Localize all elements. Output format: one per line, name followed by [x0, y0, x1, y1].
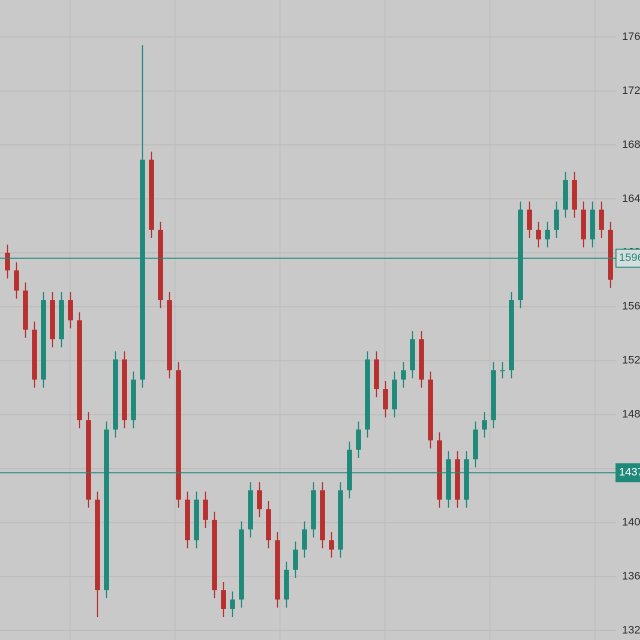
y-tick-label: 1760 [622, 31, 640, 43]
price-marker [615, 248, 640, 268]
candle-body [131, 379, 136, 421]
candle-body [464, 459, 469, 500]
candle-body [401, 370, 406, 380]
candle-body [77, 320, 82, 421]
candle-body [455, 459, 460, 500]
candle-body [572, 179, 577, 210]
candle-body [212, 519, 217, 591]
candle-body [419, 339, 424, 380]
candle-body [266, 509, 271, 541]
candle-body [590, 209, 595, 240]
candle-body [230, 599, 235, 609]
candle-body [86, 420, 91, 500]
candle-body [203, 499, 208, 520]
candle-body [446, 459, 451, 500]
candle-body [248, 490, 253, 530]
price-marker-label: 1437 [619, 467, 640, 479]
candle-body [23, 290, 28, 330]
candle-body [599, 209, 604, 230]
candle-body [527, 209, 532, 230]
y-tick-label: 1560 [622, 301, 640, 313]
candle-body [140, 159, 145, 380]
v-grid [69, 0, 596, 640]
y-tick-label: 1360 [622, 571, 640, 583]
candle-body [293, 549, 298, 570]
candle-body [536, 229, 541, 240]
candle-body [383, 389, 388, 410]
candle-body [95, 499, 100, 591]
candle-body [104, 429, 109, 591]
candle-body [122, 359, 127, 421]
candle-body [581, 209, 586, 240]
candle-body [428, 379, 433, 441]
candle-body [50, 300, 55, 340]
candle-body [410, 339, 415, 371]
candle-body [563, 179, 568, 210]
candle-body [338, 490, 343, 550]
candle-body [194, 499, 199, 541]
candle-body [167, 300, 172, 371]
candle-body [365, 359, 370, 430]
candle-body [158, 229, 163, 301]
candle-body [149, 159, 154, 230]
candle-body [545, 229, 550, 240]
candle-body [5, 252, 10, 271]
candle-body [14, 270, 19, 291]
candle-body [302, 529, 307, 550]
candle-body [176, 370, 181, 500]
candle-body [68, 300, 73, 321]
candle-body [284, 569, 289, 600]
candle-body [356, 429, 361, 450]
candle-body [491, 370, 496, 421]
y-tick-label: 1400 [622, 517, 640, 529]
candle-body [518, 209, 523, 301]
y-tick-label: 1640 [622, 193, 640, 205]
candle-body [275, 540, 280, 600]
y-tick-label: 1520 [622, 355, 640, 367]
y-tick-label: 1680 [622, 139, 640, 151]
candle-body [320, 490, 325, 541]
candle-body [311, 490, 316, 530]
candle-body [59, 300, 64, 340]
candle-body [500, 370, 505, 372]
candle-body [554, 209, 559, 230]
y-tick-label: 1480 [622, 409, 640, 421]
price-marker [615, 463, 640, 483]
candle-body [113, 359, 118, 430]
y-tick-label: 1720 [622, 85, 640, 97]
candle-body [239, 529, 244, 600]
y-tick-label: 1320 [622, 624, 640, 636]
candle-body [392, 379, 397, 410]
candle-body [473, 429, 478, 460]
candle-body [41, 300, 46, 380]
price-marker-label: 1596 [619, 252, 640, 264]
candle-body [374, 359, 379, 390]
candle-body [347, 449, 352, 491]
candle-body [32, 329, 37, 380]
candle-body [509, 300, 514, 371]
candle-body [329, 540, 334, 550]
candle-body [257, 490, 262, 510]
candle-body [608, 229, 613, 280]
candle-body [482, 420, 487, 430]
candle-body [185, 499, 190, 541]
candle-body [221, 590, 226, 609]
candle-body [437, 440, 442, 500]
